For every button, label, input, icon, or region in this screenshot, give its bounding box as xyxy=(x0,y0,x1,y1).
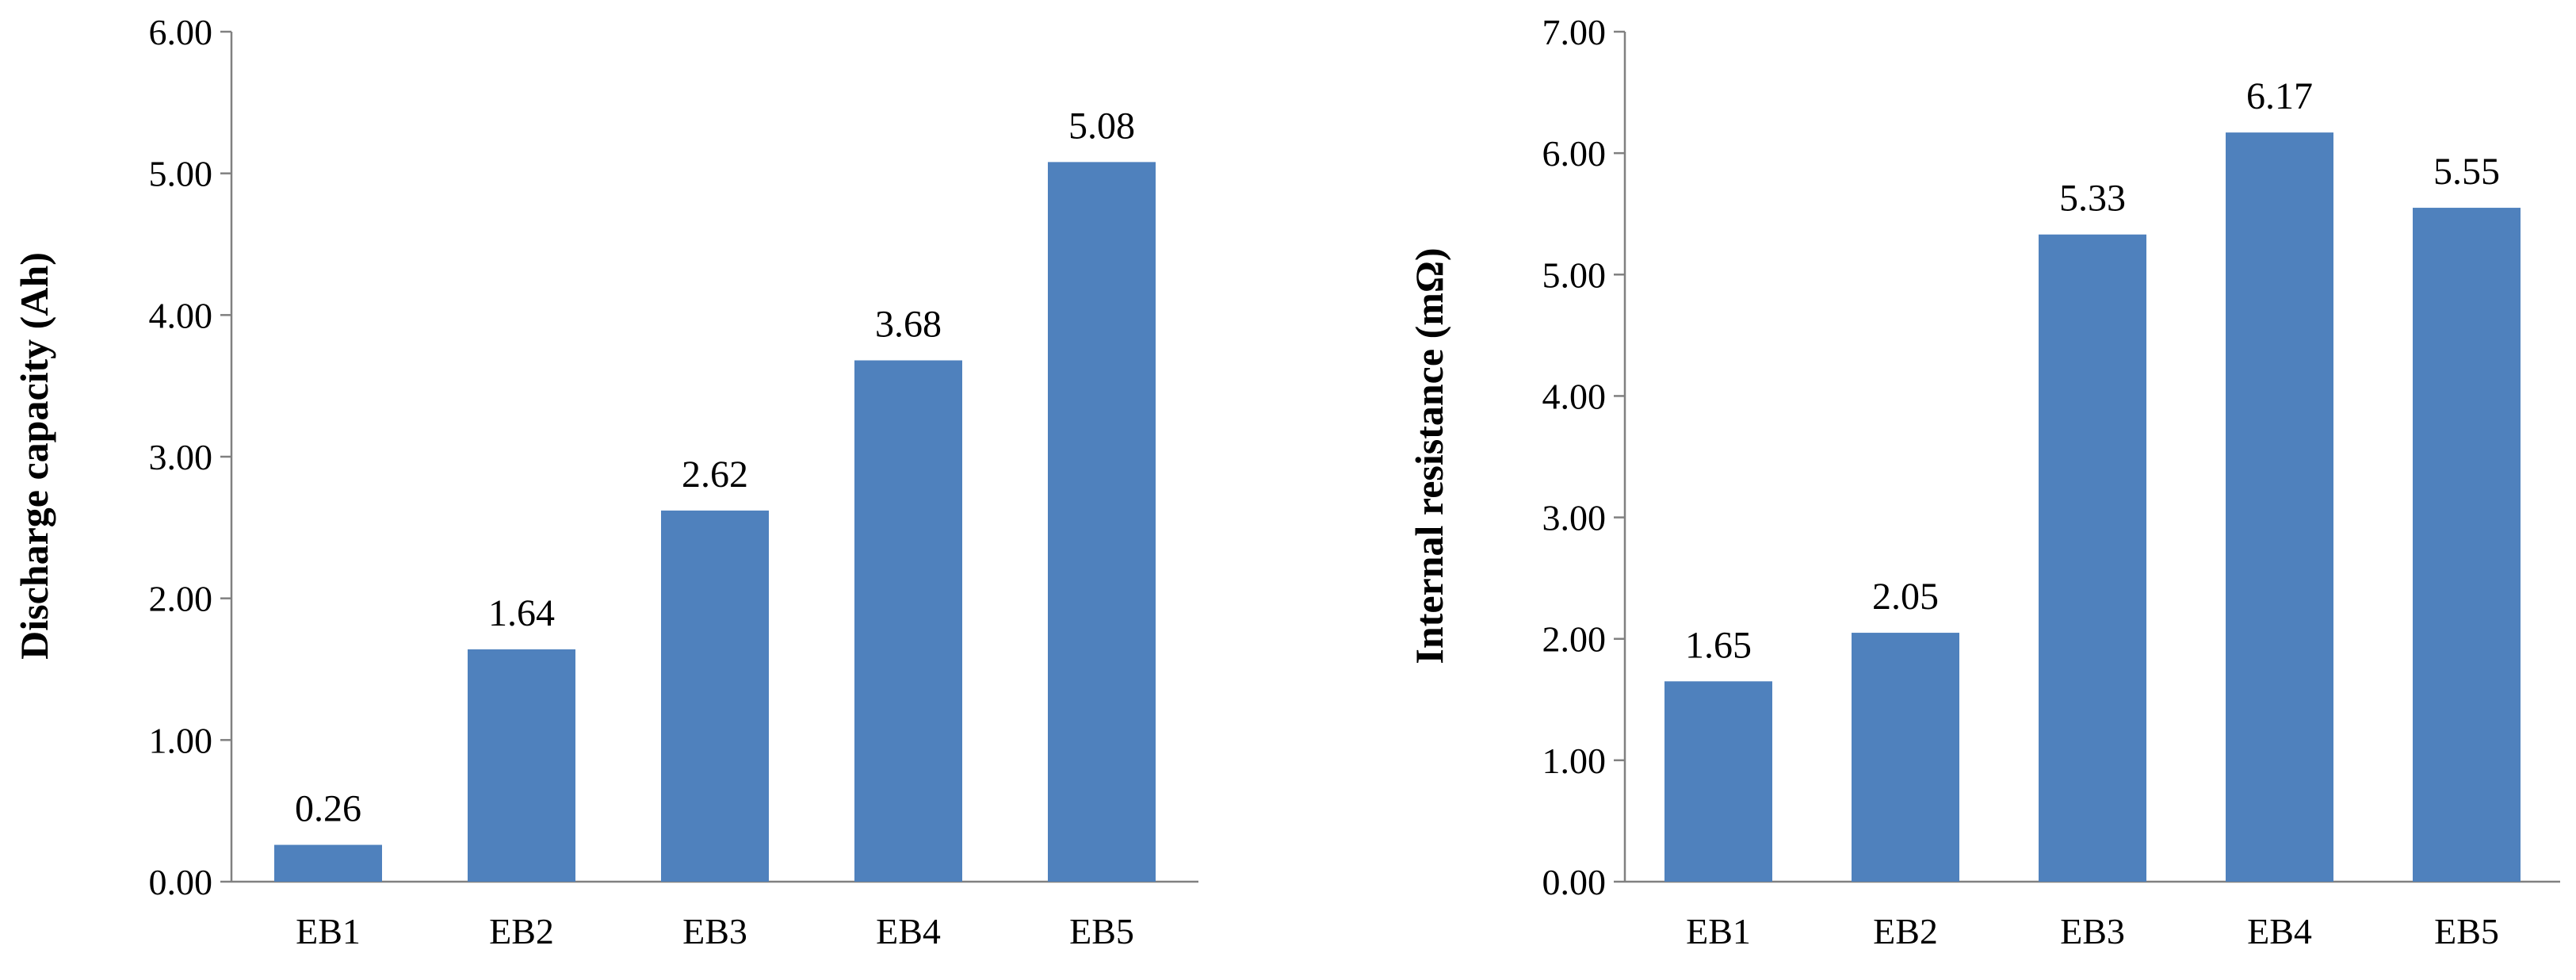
bar-eb3 xyxy=(2039,234,2146,882)
bar-eb5 xyxy=(1048,162,1156,882)
y-tick-label: 5.00 xyxy=(1542,255,1607,295)
data-label: 2.62 xyxy=(682,454,748,496)
data-label: 0.26 xyxy=(295,788,361,830)
data-label: 5.33 xyxy=(2059,178,2126,220)
y-axis-title: Internal resistance (mΩ) xyxy=(1407,247,1451,664)
data-label: 2.05 xyxy=(1872,576,1939,618)
x-axis-categories: EB1 EB2 EB3 EB4 EB5 xyxy=(1686,911,2499,951)
x-category-label: EB2 xyxy=(1873,911,1938,951)
x-category-label: EB3 xyxy=(682,911,747,951)
data-labels: 0.26 1.64 2.62 3.68 5.08 xyxy=(295,105,1135,829)
x-category-label: EB1 xyxy=(1686,911,1751,951)
y-tick-label: 0.00 xyxy=(149,862,213,902)
y-tick-label: 2.00 xyxy=(1542,619,1607,660)
x-category-label: EB1 xyxy=(296,911,361,951)
discharge-capacity-chart: Discharge capacity (Ah) 0.00 1.00 2.00 3.00… xyxy=(12,12,1198,951)
y-axis-title: Discharge capacity (Ah) xyxy=(12,252,56,660)
y-tick-label: 2.00 xyxy=(149,579,213,619)
y-tick-label: 4.00 xyxy=(149,295,213,335)
bar-eb2 xyxy=(468,649,575,882)
y-tick-label: 1.00 xyxy=(149,720,213,760)
y-tick-label: 6.00 xyxy=(149,12,213,52)
y-tick-label: 4.00 xyxy=(1542,376,1607,416)
data-label: 1.64 xyxy=(488,592,555,634)
internal-resistance-chart: Internal resistance (mΩ) 0.00 1.00 2.00 3.0… xyxy=(1407,12,2560,951)
x-category-label: EB5 xyxy=(1069,911,1134,951)
y-tick-label: 7.00 xyxy=(1542,12,1607,52)
y-tick-label: 5.00 xyxy=(149,154,213,194)
y-tick-label: 3.00 xyxy=(1542,498,1607,538)
y-axis-ticks: 0.00 1.00 2.00 3.00 4.00 5.00 6.00 xyxy=(149,12,231,902)
x-category-label: EB2 xyxy=(489,911,554,951)
x-category-label: EB4 xyxy=(876,911,941,951)
y-tick-label: 3.00 xyxy=(149,437,213,477)
bar-eb4 xyxy=(854,360,962,882)
bar-eb5 xyxy=(2413,208,2521,882)
x-category-label: EB5 xyxy=(2434,911,2499,951)
x-axis-categories: EB1 EB2 EB3 EB4 EB5 xyxy=(296,911,1134,951)
y-tick-label: 0.00 xyxy=(1542,862,1607,902)
bar-eb1 xyxy=(1664,681,1772,882)
x-category-label: EB4 xyxy=(2247,911,2312,951)
x-category-label: EB3 xyxy=(2060,911,2125,951)
bar-eb2 xyxy=(1852,633,1959,882)
data-label: 5.55 xyxy=(2433,151,2500,193)
data-labels: 1.65 2.05 5.33 6.17 5.55 xyxy=(1685,75,2500,666)
bar-eb4 xyxy=(2226,132,2333,882)
data-label: 5.08 xyxy=(1068,105,1135,147)
y-axis-ticks: 0.00 1.00 2.00 3.00 4.00 5.00 6.00 7.00 xyxy=(1542,12,1625,902)
data-label: 6.17 xyxy=(2246,75,2313,117)
bar-eb1 xyxy=(274,844,382,882)
y-tick-label: 6.00 xyxy=(1542,133,1607,174)
bar-eb3 xyxy=(661,510,769,882)
bars xyxy=(274,162,1156,882)
y-tick-label: 1.00 xyxy=(1542,741,1607,781)
bars xyxy=(1664,132,2521,882)
data-label: 1.65 xyxy=(1685,624,1752,666)
data-label: 3.68 xyxy=(875,304,942,346)
